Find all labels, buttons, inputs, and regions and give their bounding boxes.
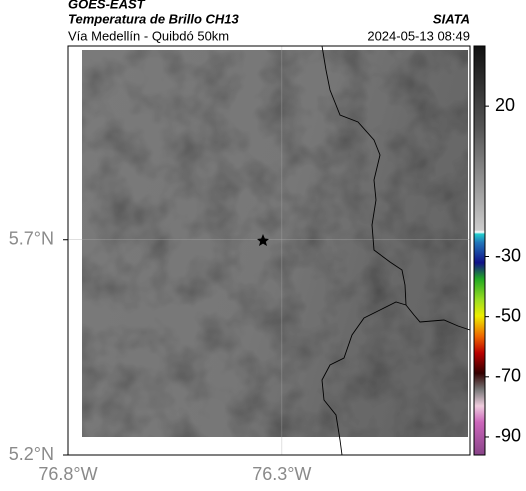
colorbar-label: 20 — [495, 95, 515, 115]
location-marker — [257, 234, 269, 246]
boundary-line — [321, 45, 471, 331]
colorbar-label: -70 — [495, 366, 521, 386]
x-tick-label: 76.8°W — [38, 464, 97, 484]
colorbar-label: -50 — [495, 305, 521, 325]
x-tick-label: 76.3°W — [252, 464, 311, 484]
map-title: Temperatura de Brillo CH13 — [68, 11, 240, 26]
agency-label: SIATA — [433, 11, 470, 26]
map-subtitle: Vía Medellín - Quibdó 50km — [68, 28, 229, 43]
colorbar-label: -30 — [495, 245, 521, 265]
satellite-image — [82, 50, 468, 437]
source-label: GOES-EAST — [68, 0, 146, 11]
y-tick-label: 5.2°N — [9, 444, 54, 464]
colorbar-label: -90 — [495, 426, 521, 446]
y-tick-label: 5.7°N — [9, 228, 54, 248]
colorbar — [473, 45, 486, 456]
datetime-label: 2024-05-13 08:49 — [367, 28, 470, 43]
boundary-line — [321, 301, 407, 456]
map-frame — [67, 45, 471, 456]
